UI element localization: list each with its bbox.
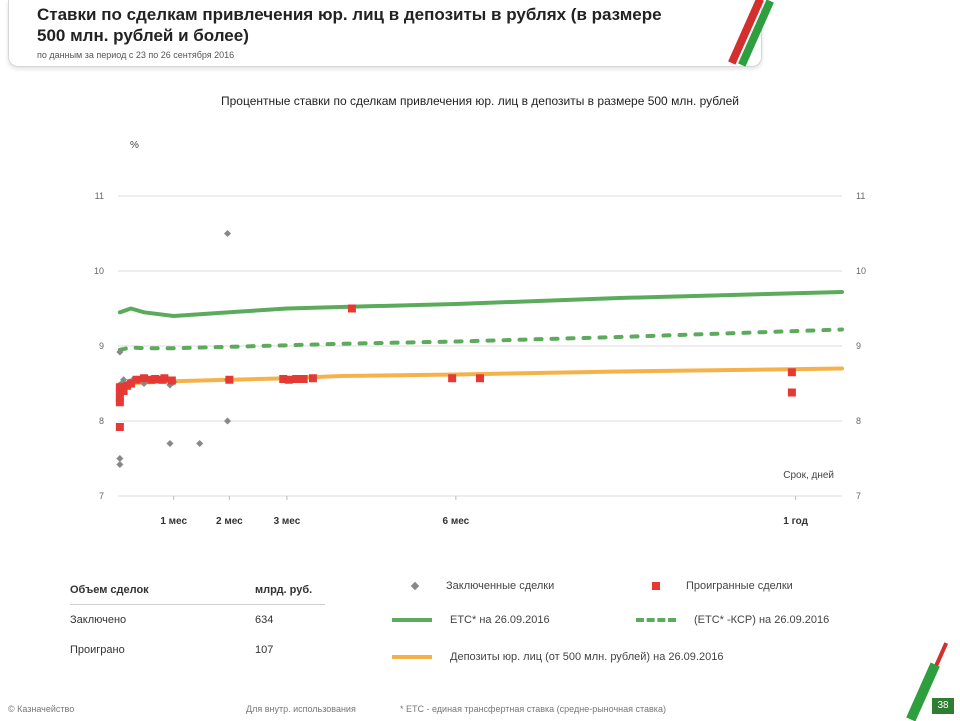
y-tick-label-left: 8 xyxy=(99,416,104,426)
y-tick-label-left: 10 xyxy=(94,266,104,276)
rejected-deal-point xyxy=(151,375,160,383)
volume-header-label: Объем сделок xyxy=(70,584,149,596)
page-title: Ставки по сделкам привлечения юр. лиц в … xyxy=(37,5,662,45)
square-marker-icon xyxy=(652,582,660,590)
rejected-deal-point xyxy=(284,375,293,384)
rejected-deal-point xyxy=(160,374,169,383)
closed-deal-point xyxy=(196,439,204,448)
marker-layer xyxy=(115,229,796,469)
y-tick-label-left: 7 xyxy=(99,491,104,501)
rejected-deal-point xyxy=(115,423,124,431)
rejected-deal-point xyxy=(476,374,484,383)
series-layer xyxy=(117,290,844,386)
legend-ets-label: ЕТС* на 26.09.2016 xyxy=(450,614,550,626)
grid-layer xyxy=(118,195,842,500)
volume-row-value: 107 xyxy=(255,644,274,656)
rejected-deal-point xyxy=(126,379,135,388)
x-tick-label: 6 мес xyxy=(442,516,469,527)
volume-row-value: 634 xyxy=(255,614,274,626)
x-tick-label: 3 мес xyxy=(274,516,301,527)
diamond-marker-icon xyxy=(410,581,420,591)
legend-closed-label: Заключенные сделки xyxy=(446,580,555,592)
rejected-deal-point xyxy=(787,388,796,397)
chart-title: Процентные ставки по сделкам привлечения… xyxy=(220,94,739,108)
rejected-deal-point xyxy=(448,374,457,383)
footer-note: * ЕТС - единая трансфертная ставка (сред… xyxy=(400,704,666,714)
legend-ets-ksr: (ЕТС* -КСР) на 26.09.2016 xyxy=(636,614,829,626)
closed-deal-point xyxy=(116,348,124,356)
legend-ets: ЕТС* на 26.09.2016 xyxy=(392,614,550,626)
x-tick-label: 2 мес xyxy=(216,516,243,527)
closed-deal-point xyxy=(116,460,124,469)
footer-left: © Казначейство xyxy=(8,704,75,714)
y-tick-label-right: 11 xyxy=(856,191,865,201)
closed-deal-point xyxy=(116,454,124,463)
closed-deal-point xyxy=(166,439,174,448)
ets-ksr-line xyxy=(117,327,844,352)
table-row: Проиграно 107 xyxy=(70,635,325,665)
rejected-deal-point xyxy=(787,368,796,377)
rejected-deal-point xyxy=(347,304,356,313)
closed-deal-point xyxy=(223,229,232,238)
dashed-line-icon xyxy=(636,618,676,622)
volume-header-unit: млрд. руб. xyxy=(255,584,313,596)
y-tick-label-left: 11 xyxy=(95,191,104,201)
legend-deposits-label: Депозиты юр. лиц (от 500 млн. рублей) на… xyxy=(450,651,724,663)
rates-chart: 7 7 8 8 9 9 10 10 11 11 1 мес 2 мес 3 мес 6 мес 1 год%… xyxy=(94,140,866,527)
rejected-deal-point xyxy=(139,374,148,383)
x-tick-label: 1 мес xyxy=(160,516,187,527)
closed-deal-point xyxy=(120,376,128,384)
footer-middle: Для внутр. использования xyxy=(246,704,356,714)
table-row: Заключено 634 xyxy=(70,605,325,635)
y-axis-label: % xyxy=(130,140,139,151)
page-number: 38 xyxy=(932,698,954,714)
legend-closed: Заключенные сделки xyxy=(408,580,554,592)
rejected-deal-point xyxy=(167,376,176,385)
legend-ets-ksr-label: (ЕТС* -КСР) на 26.09.2016 xyxy=(694,614,830,626)
volume-row-label: Проиграно xyxy=(70,644,125,656)
closed-deal-point xyxy=(223,417,232,425)
ets-line xyxy=(117,290,844,318)
y-tick-label-right: 10 xyxy=(856,266,866,276)
y-tick-label-left: 9 xyxy=(99,341,104,351)
rejected-deal-point xyxy=(225,375,234,384)
volume-row-label: Заключено xyxy=(70,614,127,626)
label-layer: 7 7 8 8 9 9 10 10 11 11 1 мес 2 мес 3 мес 6 мес 1 год%… xyxy=(94,140,866,527)
y-tick-label-right: 9 xyxy=(856,341,861,351)
legend-rejected: Проигранные сделки xyxy=(652,580,793,592)
volume-table: Объем сделок млрд. руб. Заключено 634 Пр… xyxy=(70,576,325,665)
rejected-deal-point xyxy=(308,374,317,383)
page-subtitle: по данным за период с 23 по 26 сентября … xyxy=(37,50,235,60)
header-box: Ставки по сделкам привлечения юр. лиц в … xyxy=(8,0,762,67)
solid-line-icon xyxy=(392,618,432,622)
legend-deposits: Депозиты юр. лиц (от 500 млн. рублей) на… xyxy=(392,651,723,663)
volume-table-header: Объем сделок млрд. руб. xyxy=(70,576,325,605)
rejected-deal-point xyxy=(299,375,308,383)
x-tick-label: 1 год xyxy=(783,516,808,527)
rejected-deal-point xyxy=(132,375,141,384)
rejected-deal-point xyxy=(292,375,301,383)
x-axis-label: Срок, дней xyxy=(783,470,834,481)
rejected-deal-point xyxy=(115,398,124,407)
solid-line-icon xyxy=(392,655,432,659)
legend-rejected-label: Проигранные сделки xyxy=(686,580,793,592)
rejected-deal-point xyxy=(279,375,288,383)
y-tick-label-right: 8 xyxy=(856,416,861,426)
rejected-deal-point xyxy=(119,387,128,395)
y-tick-label-right: 7 xyxy=(856,491,861,501)
